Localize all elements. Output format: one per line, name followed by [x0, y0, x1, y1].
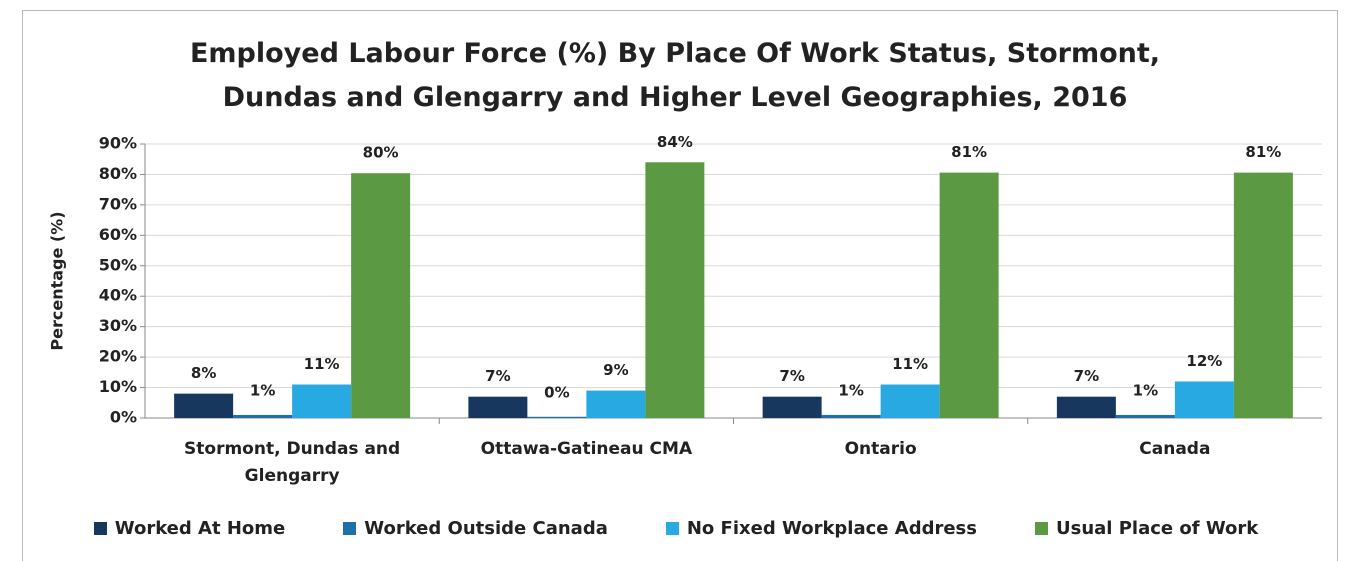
chart-frame — [22, 10, 1338, 561]
legend-label: Worked Outside Canada — [364, 518, 608, 539]
value-label: 1% — [838, 381, 863, 399]
value-label: 81% — [951, 143, 987, 161]
value-label: 1% — [1133, 381, 1158, 399]
legend-swatch — [93, 522, 107, 535]
legend-item: Worked Outside Canada — [343, 518, 608, 539]
legend-swatch — [1034, 522, 1048, 535]
y-axis-label: Percentage (%) — [48, 211, 67, 350]
legend-swatch — [343, 522, 357, 535]
bar — [880, 384, 940, 418]
bar — [1115, 414, 1175, 418]
x-tick-label: Stormont, Dundas and Glengarry — [184, 439, 401, 486]
bar — [1056, 396, 1116, 418]
value-label: 7% — [485, 367, 510, 385]
y-tick-label: 60% — [99, 225, 137, 244]
value-label: 11% — [304, 355, 340, 373]
y-tick-label: 70% — [99, 194, 137, 213]
value-label: 8% — [191, 364, 216, 382]
y-tick-label: 30% — [99, 316, 137, 335]
x-tick-label: Ottawa-Gatineau CMA — [480, 439, 693, 459]
bar — [468, 396, 528, 418]
legend-item: Worked At Home — [93, 518, 286, 539]
legend-item: No Fixed Workplace Address — [665, 518, 977, 539]
bar — [174, 393, 234, 418]
y-tick-label: 40% — [99, 286, 137, 305]
bar — [351, 173, 411, 418]
bar — [527, 416, 587, 418]
value-label: 11% — [892, 355, 928, 373]
value-label: 0% — [544, 383, 569, 401]
legend-item: Usual Place of Work — [1034, 518, 1259, 539]
y-tick-label: 50% — [99, 255, 137, 274]
bar — [586, 390, 646, 418]
legend-label: Worked At Home — [114, 518, 286, 539]
value-label: 12% — [1186, 352, 1222, 370]
legend-label: No Fixed Workplace Address — [686, 518, 977, 539]
y-tick-label: 90% — [99, 134, 137, 153]
y-tick-label: 80% — [99, 164, 137, 183]
x-tick-label: Ontario — [844, 439, 917, 459]
value-label: 84% — [657, 133, 693, 151]
y-tick-label: 20% — [99, 347, 137, 366]
bar — [762, 396, 822, 418]
value-label: 81% — [1245, 143, 1281, 161]
bar — [292, 384, 352, 418]
y-tick-label: 0% — [110, 408, 137, 427]
chart-title: Employed Labour Force (%) By Place Of Wo… — [189, 38, 1161, 113]
y-tick-label: 10% — [99, 377, 137, 396]
value-label: 7% — [1074, 367, 1099, 385]
legend: Worked At Home Worked Outside Canada No Fi… — [0, 518, 1352, 539]
bar — [939, 172, 999, 418]
value-label: 7% — [779, 367, 804, 385]
legend-swatch — [665, 522, 679, 535]
bar — [1174, 381, 1234, 418]
bar — [233, 414, 293, 418]
bar — [1233, 172, 1293, 418]
legend-label: Usual Place of Work — [1055, 518, 1259, 539]
bar — [821, 414, 881, 418]
value-label: 80% — [363, 144, 399, 162]
bar — [645, 162, 705, 418]
value-label: 9% — [603, 361, 628, 379]
value-label: 1% — [250, 381, 275, 399]
x-tick-label: Canada — [1139, 439, 1211, 459]
